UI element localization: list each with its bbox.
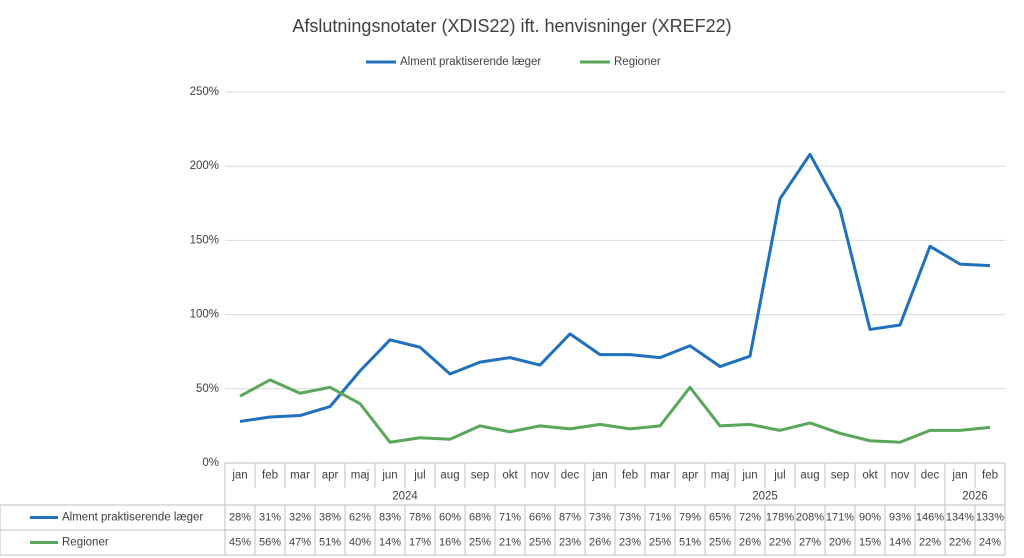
legend-label: Regioner xyxy=(614,56,661,68)
table-value: 40% xyxy=(349,536,371,548)
table-value: 51% xyxy=(319,536,341,548)
table-value: 178% xyxy=(766,511,794,523)
table-row-label: Alment praktiserende læger xyxy=(62,512,203,524)
table-value: 78% xyxy=(409,511,431,523)
chart-title: Afslutningsnotater (XDIS22) ift. henvisn… xyxy=(292,16,731,36)
table-value: 45% xyxy=(229,536,251,548)
series-line xyxy=(239,152,991,423)
y-tick-label: 200% xyxy=(190,160,219,172)
table-value: 134% xyxy=(946,511,974,523)
table-value: 26% xyxy=(739,536,761,548)
table-value: 32% xyxy=(289,511,311,523)
table-value: 208% xyxy=(796,511,824,523)
table-value: 71% xyxy=(649,511,671,523)
series-line xyxy=(239,378,991,444)
table-value: 133% xyxy=(976,511,1004,523)
table-value: 22% xyxy=(919,536,941,548)
table-value: 71% xyxy=(499,511,521,523)
table-value: 56% xyxy=(259,536,281,548)
table-value: 27% xyxy=(799,536,821,548)
x-tick-label: apr xyxy=(322,470,339,482)
year-label: 2024 xyxy=(392,491,418,503)
x-tick-label: aug xyxy=(440,470,459,482)
table-value: 15% xyxy=(859,536,881,548)
x-tick-label: okt xyxy=(502,470,518,482)
table-value: 72% xyxy=(739,511,761,523)
year-label: 2026 xyxy=(962,491,988,503)
x-tick-label: sep xyxy=(471,470,490,482)
x-tick-label: jul xyxy=(773,470,786,482)
y-tick-label: 100% xyxy=(190,309,219,321)
table-value: 83% xyxy=(379,511,401,523)
table-value: 31% xyxy=(259,511,281,523)
x-tick-label: sep xyxy=(831,470,850,482)
table-value: 90% xyxy=(859,511,881,523)
x-tick-label: jun xyxy=(381,470,397,482)
table-value: 25% xyxy=(649,536,671,548)
table-value: 20% xyxy=(829,536,851,548)
table-value: 23% xyxy=(559,536,581,548)
table-value: 79% xyxy=(679,511,701,523)
table-value: 16% xyxy=(439,536,461,548)
y-tick-label: 150% xyxy=(190,234,219,246)
table-value: 73% xyxy=(589,511,611,523)
table-value: 17% xyxy=(409,536,431,548)
table-value: 25% xyxy=(709,536,731,548)
table-value: 73% xyxy=(619,511,641,523)
x-tick-label: dec xyxy=(921,470,940,482)
table-value: 28% xyxy=(229,511,251,523)
x-tick-label: jul xyxy=(413,470,426,482)
x-tick-label: jan xyxy=(591,470,607,482)
table-value: 66% xyxy=(529,511,551,523)
x-tick-label: dec xyxy=(561,470,580,482)
x-tick-label: nov xyxy=(891,470,910,482)
table-value: 93% xyxy=(889,511,911,523)
table-value: 14% xyxy=(379,536,401,548)
x-tick-label: jan xyxy=(231,470,247,482)
table-value: 14% xyxy=(889,536,911,548)
table-value: 24% xyxy=(979,536,1001,548)
y-tick-label: 250% xyxy=(190,86,219,98)
table-value: 25% xyxy=(469,536,491,548)
table-value: 26% xyxy=(589,536,611,548)
x-tick-label: feb xyxy=(622,470,638,482)
table-value: 21% xyxy=(499,536,521,548)
table-value: 22% xyxy=(949,536,971,548)
table-value: 171% xyxy=(826,511,854,523)
y-tick-label: 0% xyxy=(202,457,219,469)
x-tick-label: maj xyxy=(351,470,370,482)
table-value: 47% xyxy=(289,536,311,548)
table-value: 25% xyxy=(529,536,551,548)
x-tick-label: okt xyxy=(862,470,878,482)
year-label: 2025 xyxy=(752,491,778,503)
x-tick-label: mar xyxy=(650,470,670,482)
table-row-label: Regioner xyxy=(62,537,109,549)
x-tick-label: apr xyxy=(682,470,699,482)
table-value: 60% xyxy=(439,511,461,523)
x-tick-label: feb xyxy=(262,470,278,482)
table-value: 23% xyxy=(619,536,641,548)
x-tick-label: maj xyxy=(711,470,730,482)
table-value: 65% xyxy=(709,511,731,523)
legend-label: Alment praktiserende læger xyxy=(400,56,541,68)
table-value: 51% xyxy=(679,536,701,548)
table-value: 68% xyxy=(469,511,491,523)
x-tick-label: jun xyxy=(741,470,757,482)
table-value: 87% xyxy=(559,511,581,523)
table-value: 38% xyxy=(319,511,341,523)
table-value: 22% xyxy=(769,536,791,548)
x-tick-label: jan xyxy=(951,470,967,482)
x-tick-label: mar xyxy=(290,470,310,482)
y-tick-label: 50% xyxy=(196,383,219,395)
x-tick-label: aug xyxy=(800,470,819,482)
table-value: 62% xyxy=(349,511,371,523)
x-tick-label: nov xyxy=(531,470,550,482)
x-tick-label: feb xyxy=(982,470,998,482)
table-value: 146% xyxy=(916,511,944,523)
